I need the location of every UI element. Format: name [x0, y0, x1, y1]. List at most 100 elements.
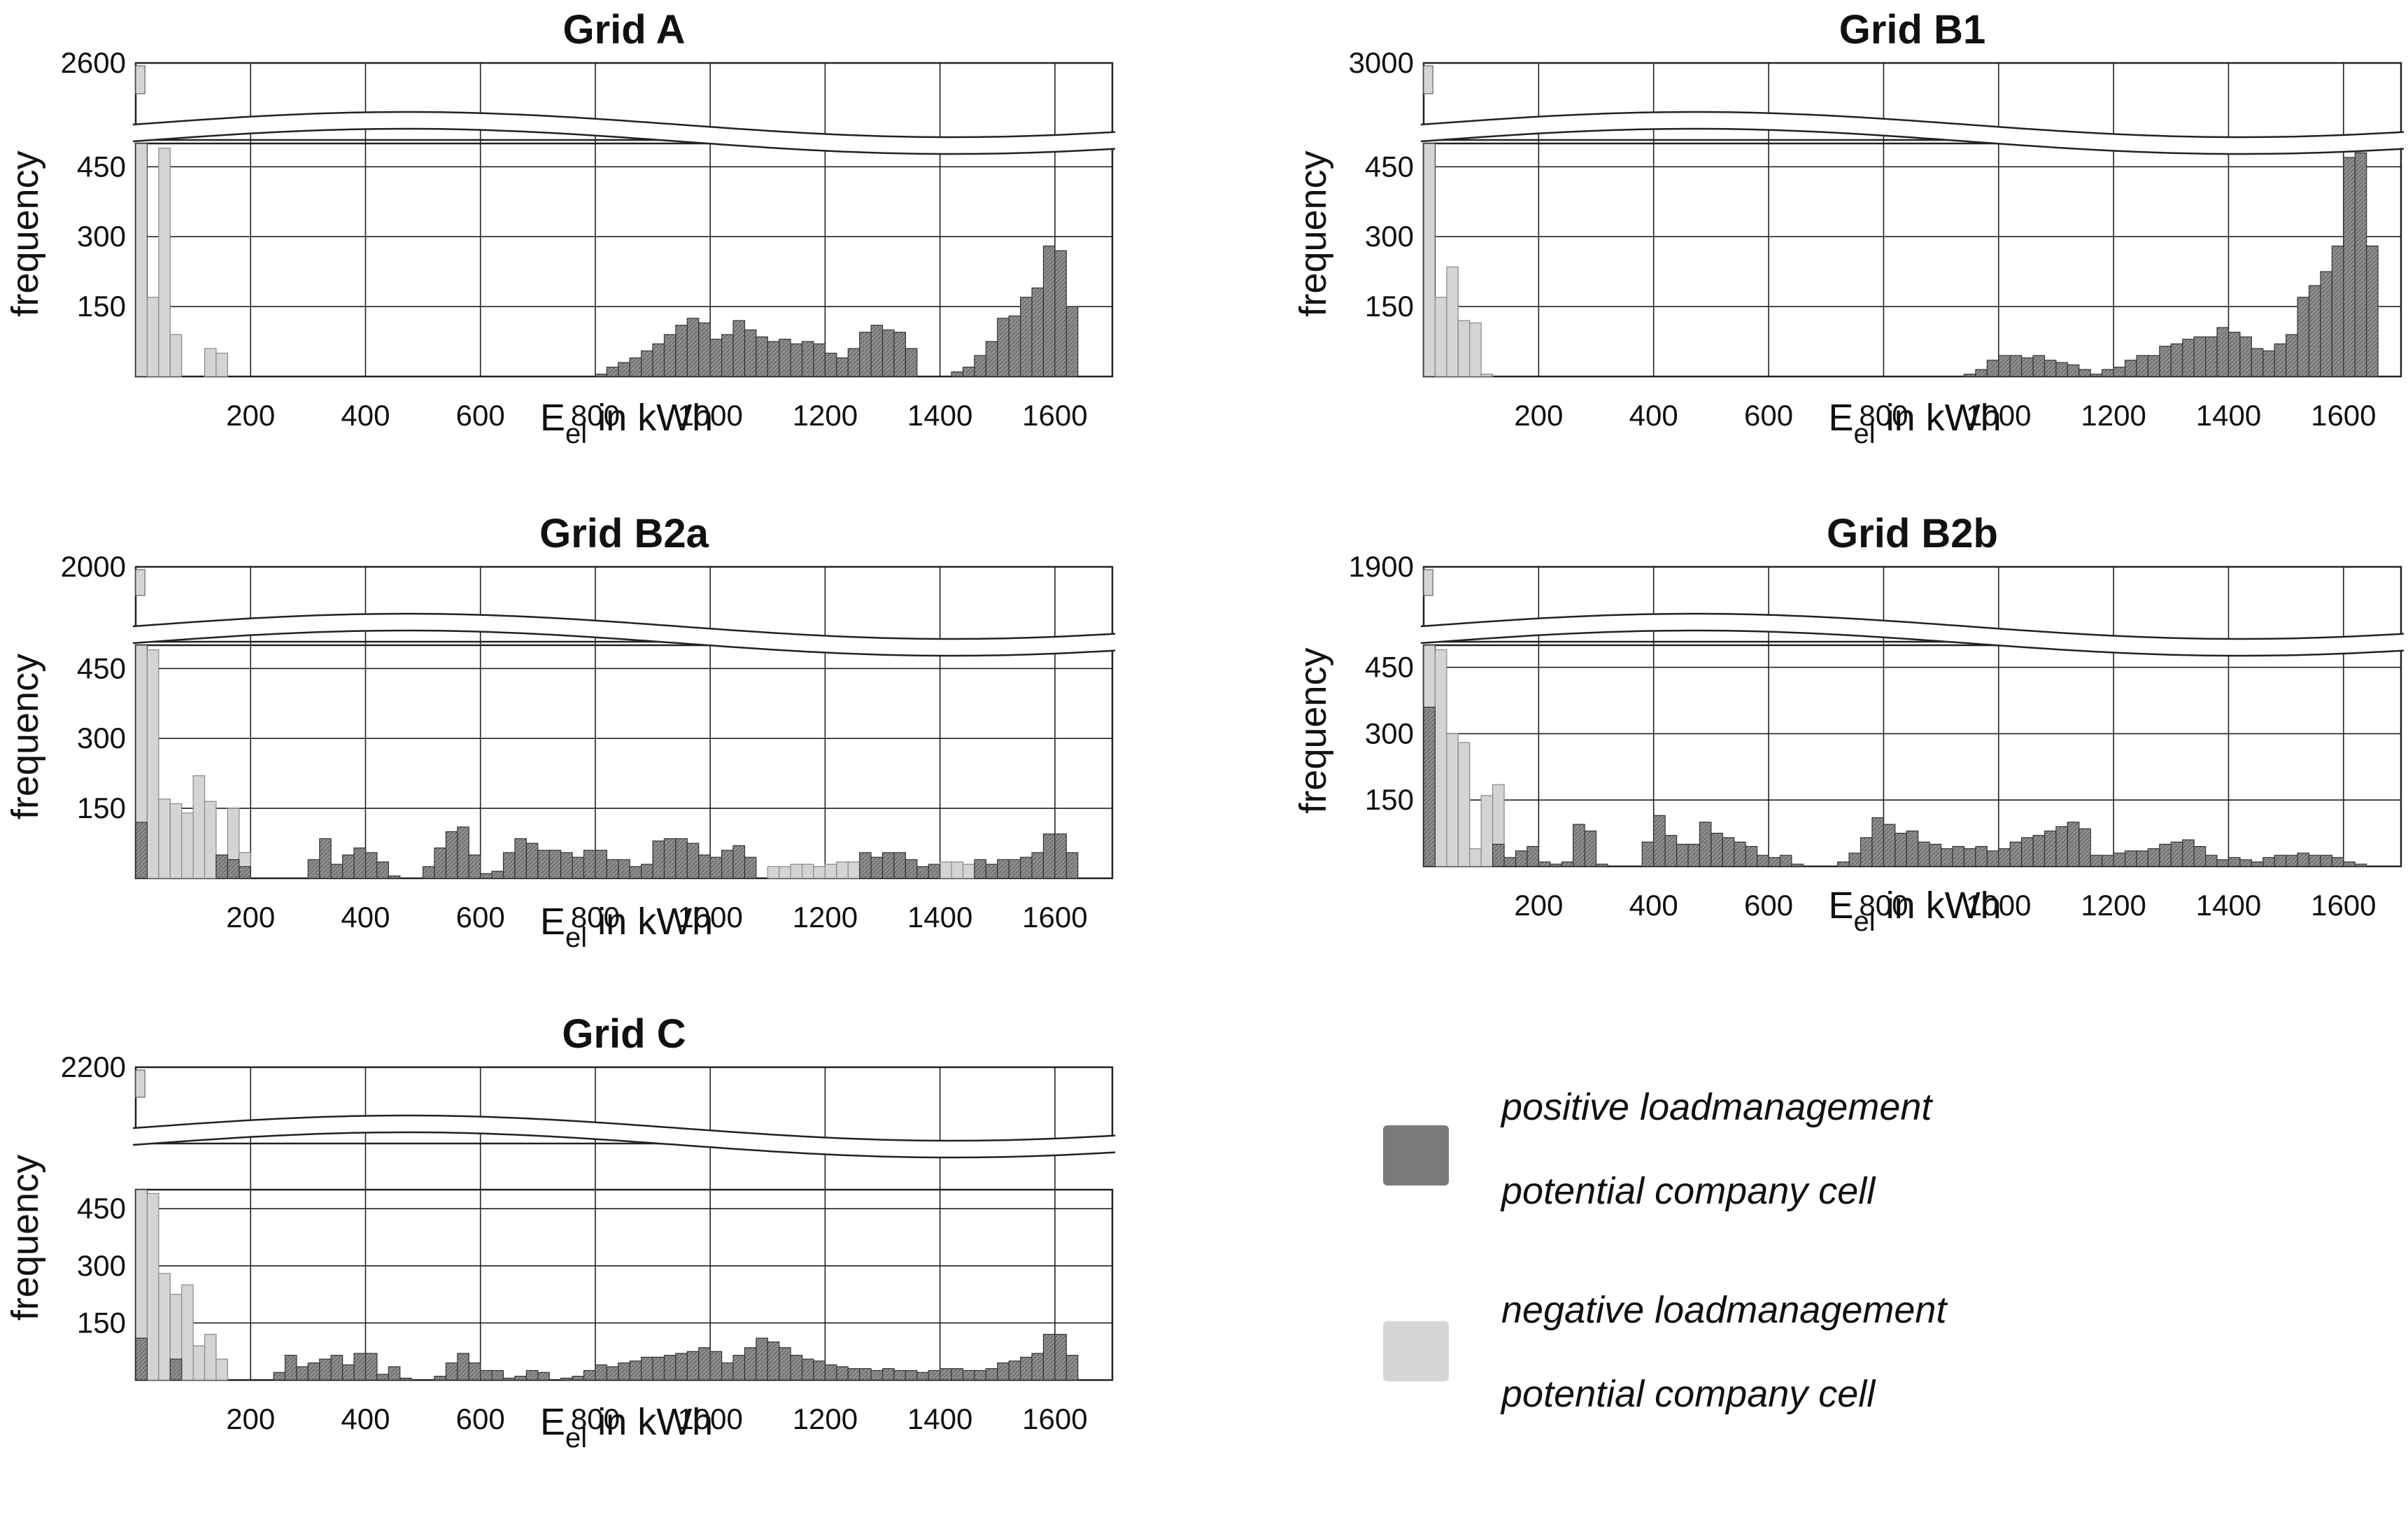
axis-break-line-lower	[1420, 127, 2405, 155]
x-tick-label: 1200	[793, 1402, 858, 1435]
x-axis-label-sub: el	[565, 1423, 587, 1454]
bar-positive	[629, 1360, 642, 1381]
x-axis-label-main: E	[1829, 885, 1854, 927]
bar-positive	[2170, 841, 2183, 867]
bar-positive	[905, 1370, 918, 1381]
x-tick-label: 1200	[2081, 399, 2146, 432]
bar-negative	[1457, 742, 1471, 867]
bar-positive	[2205, 336, 2218, 377]
bar-positive	[1687, 843, 1701, 867]
bar-positive	[686, 1351, 700, 1381]
bar-positive	[560, 852, 573, 879]
axis-break-band	[1421, 112, 2404, 154]
bar-positive	[847, 348, 860, 377]
bar-positive	[2182, 839, 2195, 867]
bar-positive	[330, 1355, 344, 1381]
bar-positive	[1986, 360, 1999, 377]
bar-positive	[2239, 859, 2252, 867]
bar-positive	[2090, 374, 2103, 377]
x-axis-label-main: E	[540, 901, 565, 943]
bar-positive	[767, 1341, 780, 1381]
bar-negative	[158, 798, 171, 879]
bar-positive	[652, 343, 665, 377]
x-axis-label-main: E	[540, 1401, 565, 1443]
bar-positive	[2239, 336, 2252, 377]
bar-positive	[1020, 857, 1033, 879]
bar-positive	[215, 854, 228, 879]
bar-negative	[1469, 848, 1482, 867]
bar-positive	[2159, 843, 2172, 867]
bar-positive	[1008, 315, 1021, 377]
bar-positive	[1492, 843, 1505, 867]
bar-positive	[905, 859, 918, 879]
bar-positive	[1054, 833, 1067, 879]
bar-positive	[1020, 1356, 1033, 1381]
x-tick-label: 1000	[1966, 399, 2031, 432]
bar-positive	[1527, 845, 1539, 867]
chart-title: Grid C	[562, 1011, 686, 1057]
bar-positive	[376, 1374, 389, 1381]
bar-negative	[813, 866, 826, 879]
bar-positive	[2274, 343, 2287, 377]
bar-positive	[698, 1347, 711, 1381]
y-axis-label: frequency	[1292, 647, 1334, 813]
bar-positive	[2021, 837, 2034, 867]
upper-frame	[1422, 62, 2402, 141]
bar-positive	[974, 1370, 986, 1381]
x-tick-label: 1400	[907, 901, 972, 934]
y-tick-label: 300	[77, 220, 126, 253]
bar-positive	[824, 1364, 837, 1381]
bar-positive	[2159, 346, 2172, 377]
upper-frame	[134, 62, 1114, 141]
bar-positive	[376, 861, 389, 879]
bar-positive	[1975, 845, 1988, 867]
bar-positive	[583, 850, 596, 879]
x-tick-label: 200	[226, 399, 275, 432]
axis-break-line-lower	[132, 1131, 1116, 1159]
axis-break-line-lower	[132, 629, 1116, 657]
x-tick-label: 1600	[2311, 889, 2376, 922]
bar-positive	[2251, 861, 2264, 867]
bar-positive	[997, 318, 1010, 377]
bar-positive	[1918, 841, 1930, 867]
x-axis-label-rest: in kWh	[587, 1401, 713, 1443]
x-axis-label-sub: el	[565, 922, 587, 953]
bar-positive	[1940, 848, 1953, 867]
bar-positive	[698, 322, 711, 377]
bar-positive	[1894, 832, 1907, 867]
bar-positive	[1423, 706, 1436, 867]
y-tick-label-break: 2200	[61, 1050, 126, 1083]
x-tick-label: 800	[571, 399, 620, 432]
bar-negative	[181, 812, 194, 879]
legend-negative-swatch	[1383, 1321, 1449, 1381]
bar-negative	[767, 866, 780, 879]
bar-positive	[560, 1377, 573, 1381]
bar-positive	[480, 1370, 493, 1381]
bar-positive	[2354, 864, 2367, 867]
bar-positive	[916, 866, 929, 879]
bar-positive	[319, 1358, 332, 1381]
bar-positive	[928, 864, 941, 879]
y-axis-label: frequency	[4, 1155, 46, 1321]
bar-negative	[940, 861, 952, 879]
legend-positive-line2: potential company cell	[1500, 1170, 1876, 1212]
bar-positive	[1042, 833, 1056, 879]
legend-negative-line2: potential company cell	[1500, 1373, 1876, 1415]
bar-negative	[146, 1192, 160, 1381]
bar-positive	[2262, 857, 2275, 867]
x-tick-label: 800	[1859, 399, 1908, 432]
bar-positive	[388, 1366, 401, 1381]
bar-positive	[686, 843, 700, 879]
axis-break-line-upper	[132, 612, 1116, 640]
chart-title: Grid B1	[1839, 7, 1986, 52]
lower-frame	[134, 142, 1114, 378]
bar-positive	[1054, 1334, 1067, 1381]
bar-positive	[537, 850, 550, 879]
bar-positive	[744, 329, 757, 377]
x-tick-label: 400	[341, 399, 390, 432]
x-axis-label: Eel in kWh	[540, 1401, 713, 1454]
bar-positive	[2021, 357, 2034, 377]
bar-positive	[595, 1364, 607, 1381]
bar-negative	[169, 334, 183, 377]
bar-positive	[1065, 852, 1079, 879]
